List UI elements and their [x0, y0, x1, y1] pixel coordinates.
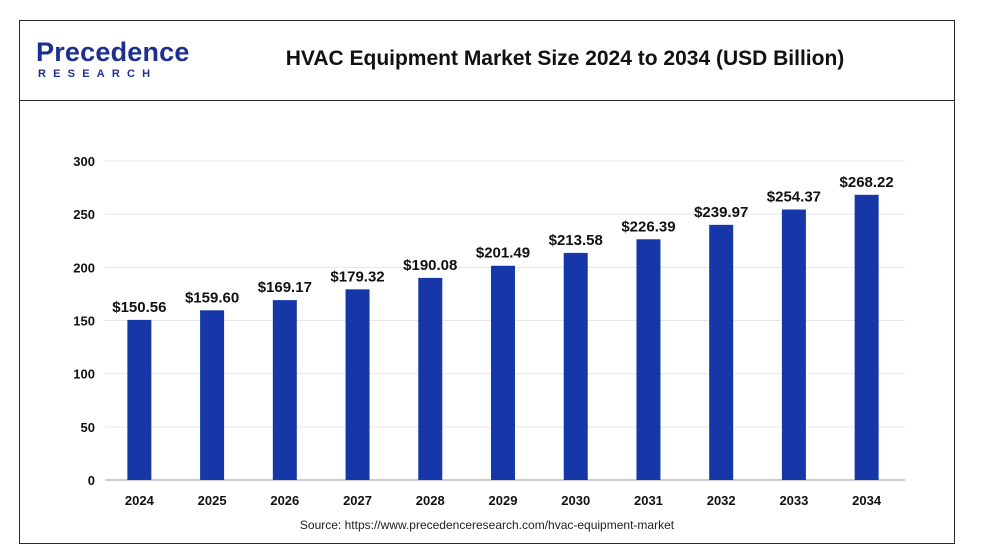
bar	[636, 239, 661, 480]
bar-data-label: $179.32	[330, 268, 384, 285]
bar	[200, 310, 225, 480]
bar	[418, 277, 443, 480]
bar-data-label: $254.37	[767, 189, 821, 206]
x-tick-label: 2033	[779, 493, 808, 508]
y-tick-label: 150	[73, 314, 95, 329]
bar-data-label: $226.39	[621, 218, 675, 235]
x-tick-label: 2026	[270, 493, 299, 508]
bar	[563, 252, 588, 480]
y-tick-label: 200	[73, 260, 95, 275]
bar-data-label: $159.60	[185, 289, 239, 306]
x-tick-label: 2028	[416, 493, 445, 508]
chart-header: Precedence RESEARCH HVAC Equipment Marke…	[20, 21, 954, 101]
bar-data-label: $169.17	[258, 279, 312, 296]
bar-data-label: $190.08	[403, 257, 457, 274]
bar	[781, 209, 806, 480]
bar	[272, 300, 297, 480]
x-tick-label: 2031	[634, 493, 663, 508]
bar	[709, 224, 734, 480]
x-tick-label: 2032	[707, 493, 736, 508]
bar-data-label: $150.56	[112, 299, 166, 316]
y-tick-label: 0	[88, 473, 95, 488]
chart-title: HVAC Equipment Market Size 2024 to 2034 …	[285, 47, 845, 70]
bar	[854, 194, 879, 480]
y-tick-label: 300	[73, 154, 95, 169]
y-tick-label: 50	[81, 420, 95, 435]
bar	[127, 319, 152, 480]
x-tick-label: 2034	[852, 493, 882, 508]
chart-frame: Precedence RESEARCH HVAC Equipment Marke…	[19, 20, 955, 544]
x-tick-label: 2024	[125, 493, 155, 508]
y-tick-label: 100	[73, 367, 95, 382]
x-tick-label: 2030	[561, 493, 590, 508]
y-tick-label: 250	[73, 207, 95, 222]
bar-data-label: $201.49	[476, 245, 530, 262]
precedence-research-logo: Precedence RESEARCH	[36, 37, 189, 83]
logo-subtitle: RESEARCH	[38, 68, 158, 80]
source-note: Source: https://www.precedenceresearch.c…	[299, 518, 675, 532]
bar	[491, 265, 515, 480]
x-tick-label: 2027	[343, 493, 372, 508]
bar-data-label: $268.22	[840, 174, 894, 191]
x-tick-label: 2025	[198, 493, 227, 508]
bar-data-label: $213.58	[549, 232, 603, 249]
bar-chart: 0 50 100 150 200 250 300 $150.56 2024 $159.60 2025…	[73, 154, 905, 508]
x-tick-label: 2029	[489, 493, 518, 508]
bar-data-label: $239.97	[694, 204, 748, 221]
bar	[345, 289, 370, 480]
logo-wordmark: Precedence	[36, 37, 190, 67]
